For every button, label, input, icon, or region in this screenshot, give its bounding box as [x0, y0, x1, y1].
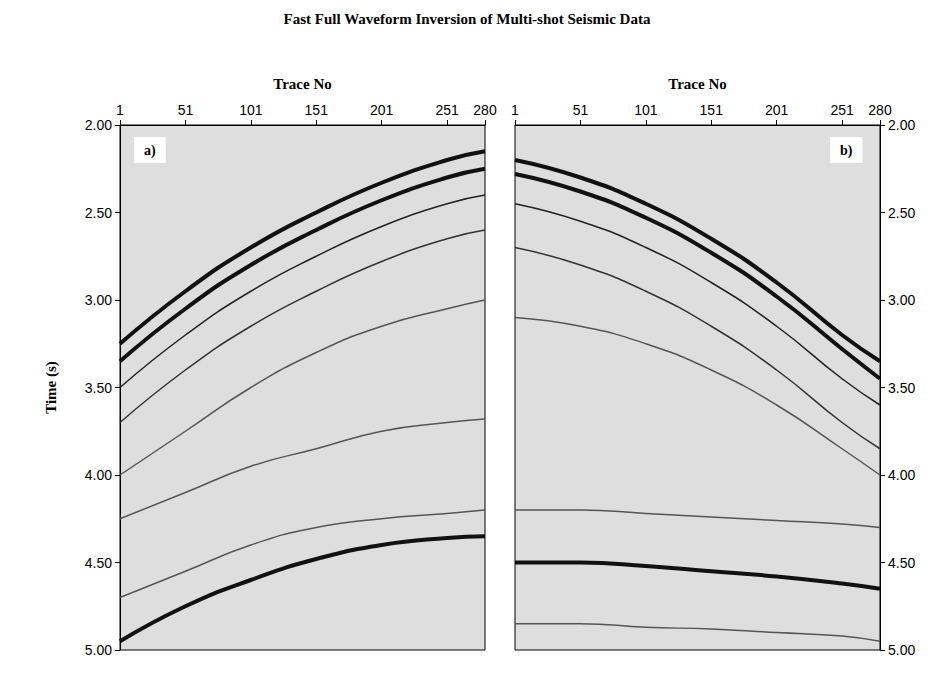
svg-text:2.50: 2.50	[85, 205, 112, 221]
svg-text:251: 251	[830, 102, 854, 118]
svg-text:151: 151	[305, 102, 329, 118]
svg-text:2.50: 2.50	[888, 205, 915, 221]
svg-text:Fast Full Waveform Inversion o: Fast Full Waveform Inversion of Multi-sh…	[284, 11, 651, 27]
svg-text:51: 51	[573, 102, 589, 118]
svg-text:280: 280	[868, 102, 892, 118]
svg-text:5.00: 5.00	[888, 642, 915, 658]
svg-text:Time (s): Time (s)	[43, 361, 60, 414]
svg-text:4.50: 4.50	[888, 555, 915, 571]
svg-text:251: 251	[435, 102, 459, 118]
svg-text:151: 151	[700, 102, 724, 118]
svg-text:1: 1	[116, 102, 124, 118]
svg-text:3.50: 3.50	[888, 380, 915, 396]
svg-text:3.50: 3.50	[85, 380, 112, 396]
svg-text:280: 280	[473, 102, 497, 118]
svg-text:a): a)	[144, 143, 156, 159]
svg-text:101: 101	[634, 102, 658, 118]
svg-text:Trace No: Trace No	[668, 76, 726, 92]
svg-text:4.50: 4.50	[85, 555, 112, 571]
svg-text:201: 201	[765, 102, 789, 118]
svg-text:2.00: 2.00	[888, 117, 915, 133]
svg-text:Trace No: Trace No	[273, 76, 331, 92]
svg-text:4.00: 4.00	[888, 467, 915, 483]
svg-text:5.00: 5.00	[85, 642, 112, 658]
svg-text:3.00: 3.00	[85, 292, 112, 308]
svg-text:4.00: 4.00	[85, 467, 112, 483]
svg-text:2.00: 2.00	[85, 117, 112, 133]
svg-text:1: 1	[511, 102, 519, 118]
svg-text:51: 51	[178, 102, 194, 118]
svg-text:101: 101	[239, 102, 263, 118]
svg-text:3.00: 3.00	[888, 292, 915, 308]
svg-text:b): b)	[840, 143, 853, 159]
svg-text:201: 201	[370, 102, 394, 118]
